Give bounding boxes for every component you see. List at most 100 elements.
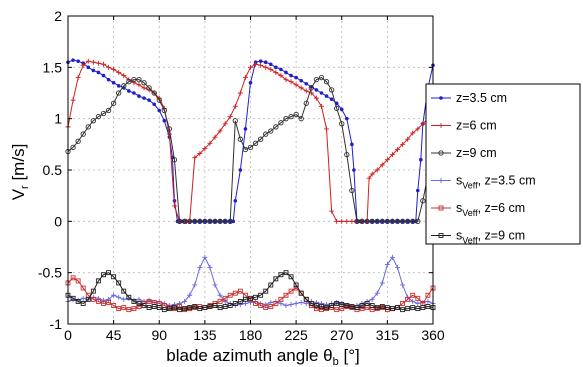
data-point <box>279 67 283 72</box>
data-point <box>439 96 443 100</box>
data-point <box>283 292 289 298</box>
data-point <box>389 152 395 158</box>
data-point <box>283 77 289 83</box>
data-point <box>80 131 86 137</box>
data-point <box>156 305 162 311</box>
data-point <box>121 288 127 294</box>
data-point <box>359 306 365 312</box>
data-point <box>273 301 279 306</box>
data-point <box>212 282 218 288</box>
legend-label-suffix: , z=6 cm <box>478 201 526 215</box>
data-point <box>369 218 375 224</box>
data-point <box>147 98 151 102</box>
legend-label-main: z=9 cm <box>456 146 497 160</box>
data-point <box>197 151 203 157</box>
data-point <box>339 107 344 112</box>
data-point <box>273 124 279 130</box>
data-point <box>288 301 294 307</box>
data-point <box>116 280 122 286</box>
x-tick-label: 180 <box>239 327 263 343</box>
axis-ticks: 0 45 90 135 180 225 270 315 360 -1 -0.5 0 0.5 1 1.5 2 <box>38 8 445 343</box>
data-point <box>237 136 244 142</box>
data-point <box>75 278 81 284</box>
legend-label-main: s <box>456 201 462 215</box>
data-point <box>171 203 177 209</box>
legend-label-suffix: , z=3.5 cm <box>478 174 536 188</box>
data-point <box>187 218 193 224</box>
data-point <box>288 288 294 294</box>
data-point <box>313 306 319 312</box>
data-point <box>111 292 117 298</box>
data-point <box>410 298 416 304</box>
data-point <box>278 272 284 278</box>
data-point <box>268 66 274 72</box>
data-point <box>106 299 112 305</box>
series-line <box>67 277 434 311</box>
data-point <box>314 88 319 92</box>
data-point <box>85 58 91 64</box>
data-point <box>284 70 288 75</box>
data-point <box>101 272 106 278</box>
data-point <box>334 218 340 224</box>
data-point <box>263 64 269 70</box>
series-2 <box>65 58 436 224</box>
data-point <box>192 218 198 224</box>
data-point <box>374 290 380 296</box>
data-point <box>405 296 411 302</box>
data-point <box>339 121 345 127</box>
data-point <box>121 305 127 311</box>
legend-label-suffix: , z=9 cm <box>478 229 526 243</box>
data-point <box>137 94 141 98</box>
data-point <box>80 62 86 68</box>
data-point <box>121 83 127 89</box>
x-tick-label: 45 <box>106 327 122 343</box>
data-point <box>425 298 431 304</box>
data-point <box>192 282 198 288</box>
data-point <box>384 261 390 267</box>
data-point <box>349 187 355 194</box>
data-point <box>192 155 198 161</box>
data-point <box>313 95 319 101</box>
data-point <box>192 304 198 309</box>
data-point <box>374 305 380 311</box>
data-point <box>247 144 254 151</box>
data-point <box>324 305 329 311</box>
data-point <box>425 292 431 298</box>
data-point <box>313 303 319 308</box>
data-point <box>126 79 132 85</box>
data-point <box>339 302 345 307</box>
data-point <box>161 107 167 114</box>
data-point <box>415 126 421 132</box>
data-point <box>232 118 238 124</box>
data-point <box>161 307 167 313</box>
legend-label-main: z=6 cm <box>456 119 497 133</box>
data-point <box>252 140 259 146</box>
data-point <box>248 295 253 301</box>
data-point <box>410 305 416 311</box>
legend-label: sVeff, z=6 cm <box>456 201 525 218</box>
data-point <box>415 218 421 224</box>
data-point <box>420 305 426 311</box>
data-point <box>176 218 183 224</box>
x-tick-label: 315 <box>376 327 400 343</box>
legend-label: sVeff, z=3.5 cm <box>456 174 536 191</box>
data-point <box>197 306 203 312</box>
data-point <box>105 107 112 114</box>
data-point <box>374 218 380 224</box>
x-axis-label-main: blade azimuth angle θ <box>166 346 332 365</box>
data-point <box>116 306 122 312</box>
data-point <box>283 116 289 122</box>
data-point <box>202 218 208 224</box>
data-point <box>132 91 136 95</box>
data-point <box>289 73 293 78</box>
data-point <box>400 307 406 313</box>
data-point <box>364 218 370 224</box>
data-point <box>157 108 162 113</box>
data-point <box>95 278 101 284</box>
data-point <box>389 254 395 260</box>
data-point <box>319 304 324 309</box>
data-point <box>80 285 86 291</box>
data-point <box>293 300 299 306</box>
data-point <box>131 306 137 312</box>
legend-label: sVeff, z=9 cm <box>456 229 525 246</box>
